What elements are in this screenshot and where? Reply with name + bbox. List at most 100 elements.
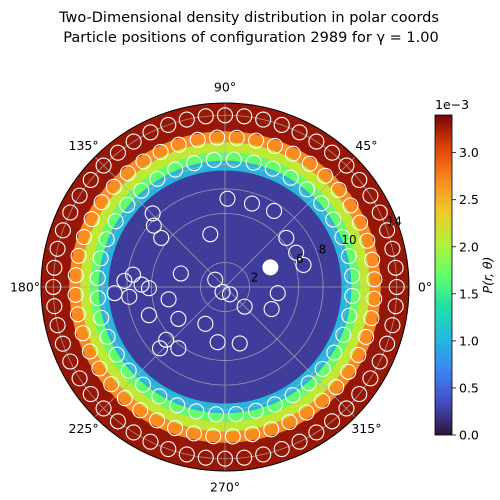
particle-marker	[178, 111, 195, 128]
particle-marker	[335, 326, 352, 343]
particle-marker	[358, 328, 375, 346]
particle-marker	[342, 197, 359, 214]
particle-marker	[145, 217, 162, 234]
particle-marker	[46, 259, 63, 276]
particle-marker	[338, 157, 355, 174]
particle-marker	[255, 446, 272, 463]
particle-marker	[89, 290, 106, 307]
particle-marker	[295, 256, 312, 273]
particle-marker	[158, 331, 175, 348]
particle-marker	[119, 165, 136, 182]
particle-marker	[71, 187, 88, 204]
colorbar-multiplier: 1e−3	[435, 97, 469, 112]
particle-marker	[263, 421, 280, 438]
colorbar-ticks: 0.0 0.5 1.0 1.5 2.0 2.5 3.0	[452, 145, 479, 443]
particle-marker	[93, 309, 110, 326]
particle-marker	[116, 390, 133, 407]
particle-marker	[324, 144, 341, 161]
particle-marker	[178, 446, 195, 463]
particle-marker	[125, 133, 142, 150]
particle-marker	[269, 285, 286, 302]
particle-marker	[82, 386, 99, 403]
particle-marker	[185, 425, 202, 442]
particle-marker	[169, 397, 186, 414]
particle-marker	[255, 111, 272, 128]
radial-tick-label: 14	[387, 214, 402, 228]
angle-tick-label: 225°	[69, 421, 99, 436]
particle-marker	[366, 271, 383, 288]
particle-marker	[340, 363, 357, 380]
colorbar-tick-label: 0.0	[459, 428, 479, 443]
particle-marker	[350, 346, 367, 363]
particle-marker	[98, 231, 115, 248]
particle-marker	[263, 301, 280, 318]
particle-marker	[282, 169, 299, 186]
particle-marker	[99, 328, 116, 345]
particle-marker	[236, 298, 253, 315]
particle-marker	[107, 213, 124, 230]
particle-marker	[172, 265, 189, 282]
particle-marker	[216, 107, 234, 124]
particle-marker	[132, 402, 149, 419]
particle-marker	[334, 229, 351, 246]
particle-marker	[248, 132, 265, 149]
particle-marker	[208, 406, 225, 423]
particle-marker	[95, 157, 112, 174]
particle-marker	[231, 335, 248, 352]
particle-marker	[71, 370, 88, 387]
particle-marker	[362, 370, 379, 387]
particle-marker	[109, 413, 126, 430]
particle-marker	[81, 343, 98, 360]
particle-marker	[371, 353, 388, 370]
colorbar-tick-label: 1.0	[459, 333, 479, 348]
particle-marker	[67, 267, 84, 284]
particle-marker	[167, 161, 184, 178]
particle-marker	[364, 251, 381, 268]
radial-tick-label: 10	[341, 233, 356, 247]
particle-marker	[266, 396, 283, 413]
particle-marker	[140, 307, 157, 324]
particle-marker	[70, 247, 87, 264]
particle-marker	[54, 222, 71, 239]
particle-marker	[298, 404, 315, 421]
colorbar: 0.0 0.5 1.0 1.5 2.0 2.5 3.0 1e−3 P(r, θ)	[434, 97, 495, 443]
particle-marker	[371, 204, 388, 221]
particle-marker	[273, 441, 290, 458]
particle-marker	[140, 280, 157, 297]
particle-marker	[202, 226, 219, 243]
angle-tick-label: 180°	[10, 280, 40, 295]
particle-marker	[121, 288, 138, 305]
particle-marker	[67, 286, 84, 303]
particle-marker	[103, 376, 120, 393]
particle-marker	[82, 171, 99, 188]
particle-marker	[330, 181, 347, 198]
angle-tick-label: 270°	[210, 480, 240, 495]
particle-marker	[344, 267, 361, 284]
particle-marker	[216, 450, 234, 467]
radial-tick-label: 2	[251, 271, 259, 285]
particle-marker	[49, 240, 66, 257]
colorbar-label: P(r, θ)	[480, 257, 495, 294]
colorbar-tick-label: 3.0	[459, 145, 479, 160]
particle-marker	[264, 160, 281, 177]
particle-marker	[219, 190, 236, 207]
particle-marker	[244, 426, 261, 443]
angular-gridline	[94, 286, 226, 418]
particle-marker	[326, 344, 343, 361]
particle-marker	[308, 133, 325, 150]
particle-marker	[109, 144, 126, 161]
particle-marker	[142, 124, 159, 141]
particle-marker	[362, 187, 379, 204]
angular-gridline	[224, 156, 356, 288]
angle-tick-label: 0°	[418, 280, 432, 295]
particle-marker	[236, 449, 253, 466]
particle-marker	[214, 283, 231, 300]
particle-marker	[278, 229, 295, 246]
particle-marker	[95, 400, 112, 417]
particle-marker	[281, 414, 298, 431]
particle-marker	[151, 340, 169, 357]
particle-marker	[186, 155, 203, 172]
polar-axes: 2 6 8 10 14 0° 45° 90° 135° 180° 225° 270° 315°	[10, 80, 432, 495]
particle-marker	[314, 392, 331, 409]
